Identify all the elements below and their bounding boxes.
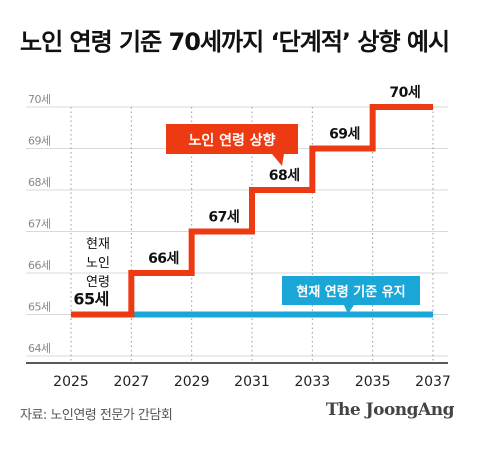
source-note: 자료: 노인연령 전문가 간담회 <box>20 408 173 423</box>
x-tick-label: 2025 <box>53 374 89 390</box>
current-age-note: 노인 <box>86 256 110 271</box>
y-tick-label: 66세 <box>28 259 51 272</box>
keep-callout-box <box>282 276 420 305</box>
x-tick-label: 2037 <box>415 374 451 390</box>
step-value-label: 67세 <box>208 210 239 226</box>
raise-callout-label: 노인 연령 상향 <box>188 132 275 149</box>
keep-callout-pointer <box>344 305 354 314</box>
step-value-label: 66세 <box>148 251 179 267</box>
current-age-note: 연령 <box>86 275 110 290</box>
y-tick-label: 65세 <box>28 301 51 314</box>
publisher-logo: The JoongAng <box>325 400 455 420</box>
x-tick-label: 2029 <box>174 374 210 390</box>
y-tick-label: 64세 <box>28 342 51 355</box>
current-age-note: 현재 <box>86 237 110 252</box>
x-tick-label: 2031 <box>234 374 270 390</box>
x-tick-label: 2033 <box>295 374 331 390</box>
step-value-label: 70세 <box>389 85 420 101</box>
y-tick-label: 69세 <box>28 135 51 148</box>
y-tick-label: 70세 <box>28 93 51 106</box>
y-tick-label: 68세 <box>28 176 51 189</box>
x-tick-label: 2027 <box>114 374 150 390</box>
raise-callout-box <box>166 124 298 154</box>
raise-callout-pointer <box>272 154 284 166</box>
step-value-label: 68세 <box>269 168 300 184</box>
page-title: 노인 연령 기준 70세까지 ‘단계적’ 상향 예시 <box>20 28 450 56</box>
x-tick-label: 2035 <box>355 374 391 390</box>
step-value-label: 69세 <box>329 127 360 143</box>
step-value-label: 65세 <box>73 290 109 309</box>
raise-series-line <box>71 104 433 318</box>
keep-callout-label: 현재 연령 기준 유지 <box>296 284 405 300</box>
y-tick-label: 67세 <box>28 218 51 231</box>
